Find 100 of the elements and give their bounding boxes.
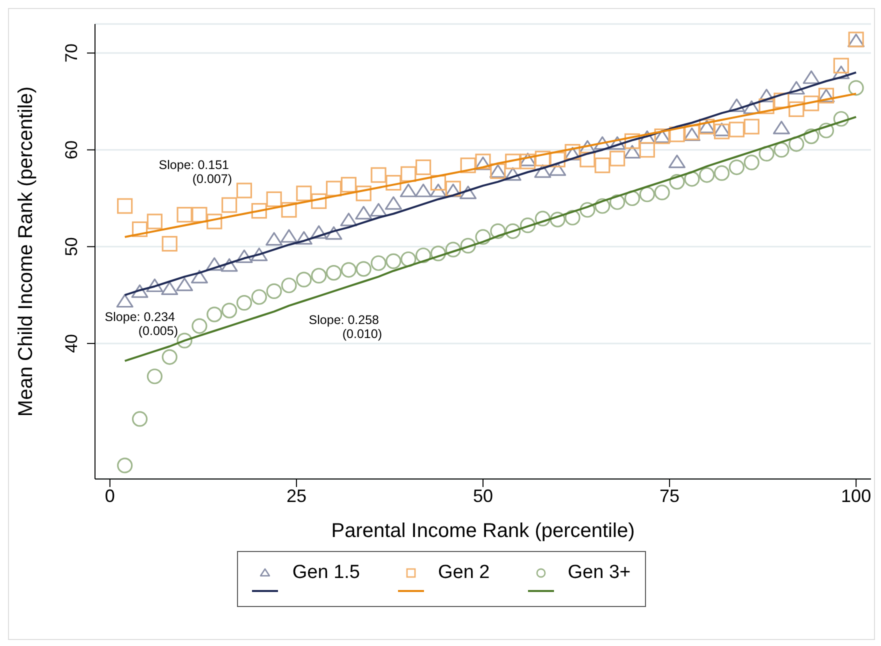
point	[549, 162, 566, 176]
point	[818, 122, 834, 138]
point	[132, 411, 148, 427]
point	[117, 458, 133, 474]
point	[580, 152, 596, 168]
point	[505, 154, 521, 170]
point	[236, 250, 253, 264]
point	[281, 202, 297, 218]
point	[340, 212, 358, 226]
point	[445, 180, 461, 196]
annotation: Slope: 0.258 (0.010)	[308, 313, 382, 341]
point	[833, 58, 849, 74]
point	[146, 214, 162, 230]
point	[310, 225, 328, 239]
point	[624, 190, 640, 206]
point	[190, 270, 208, 284]
point	[848, 80, 864, 96]
point	[594, 136, 611, 150]
y-tick-label: 40	[62, 334, 81, 353]
point	[384, 196, 402, 210]
point	[176, 206, 192, 223]
point	[281, 278, 297, 294]
point	[639, 186, 655, 202]
y-axis-title: Mean Child Income Rank (percentile)	[15, 86, 38, 417]
legend-label: Gen 2	[438, 562, 490, 584]
point	[192, 318, 208, 334]
point	[608, 136, 626, 150]
point	[414, 184, 432, 198]
point	[490, 223, 506, 239]
point	[116, 294, 134, 308]
point	[684, 171, 700, 187]
point	[475, 154, 491, 170]
point	[445, 242, 461, 258]
point	[356, 186, 372, 202]
point	[206, 306, 222, 322]
point	[610, 150, 626, 166]
x-tick-label: 25	[286, 486, 306, 506]
point	[743, 100, 760, 114]
legend-label: Gen 1.5	[292, 562, 360, 584]
point	[206, 257, 223, 271]
point	[192, 206, 208, 223]
annotation: Slope: 0.151 (0.007)	[158, 158, 232, 186]
annotation: Slope: 0.234 (0.005)	[104, 310, 178, 338]
point	[728, 122, 744, 138]
point	[683, 128, 700, 142]
point	[474, 156, 492, 170]
point	[162, 349, 178, 365]
point	[176, 278, 194, 292]
point	[295, 231, 312, 245]
point	[624, 133, 640, 149]
point	[624, 144, 641, 158]
x-tick-label: 100	[841, 486, 872, 506]
point	[222, 302, 238, 318]
point	[356, 261, 372, 277]
x-axis-title: Parental Income Rank (percentile)	[331, 520, 635, 542]
point	[460, 158, 476, 174]
point	[266, 283, 282, 299]
point	[400, 184, 417, 198]
point	[550, 152, 566, 168]
x-tick-label: 50	[472, 486, 494, 506]
point	[534, 150, 550, 166]
point	[580, 202, 596, 218]
point	[728, 98, 746, 112]
point	[206, 214, 222, 230]
point	[236, 295, 252, 311]
point	[758, 98, 774, 114]
point	[684, 124, 700, 140]
point	[311, 193, 327, 209]
point	[788, 101, 804, 117]
y-tick-label: 60	[62, 140, 81, 160]
point	[430, 246, 446, 262]
point	[774, 92, 790, 108]
y-tick-label: 50	[62, 237, 81, 256]
point	[430, 184, 447, 198]
point	[162, 236, 178, 252]
point	[728, 159, 744, 176]
point	[520, 218, 536, 234]
point	[550, 212, 566, 228]
point	[534, 164, 552, 178]
point	[564, 210, 580, 226]
point	[400, 251, 416, 268]
point	[220, 258, 238, 272]
point	[788, 136, 804, 152]
point	[534, 210, 550, 226]
point	[804, 96, 820, 112]
point	[772, 120, 790, 134]
point	[251, 289, 267, 305]
point	[669, 174, 685, 190]
point	[804, 128, 820, 144]
point	[266, 191, 282, 208]
point	[668, 154, 686, 168]
point	[222, 197, 238, 213]
point	[251, 203, 267, 219]
point	[430, 174, 446, 191]
point	[758, 146, 774, 162]
point	[370, 203, 388, 217]
point	[340, 176, 356, 192]
point	[564, 144, 580, 160]
point	[460, 186, 477, 200]
point	[833, 111, 849, 127]
